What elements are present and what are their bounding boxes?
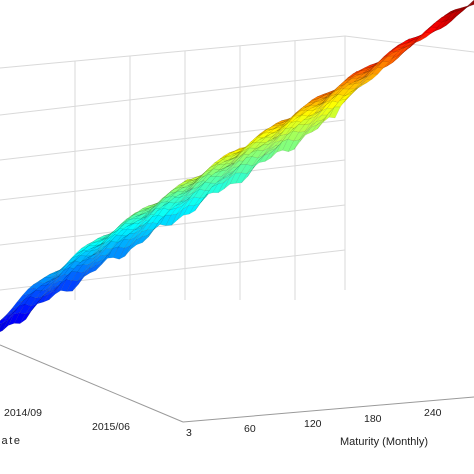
maturity-tick-120: 120 <box>304 418 322 430</box>
axes-grid <box>0 35 474 423</box>
maturity-axis-label: Maturity (Monthly) <box>340 436 428 448</box>
floor-edge <box>0 344 184 423</box>
maturity-tick-3: 3 <box>186 427 192 439</box>
grid-line <box>0 35 346 69</box>
maturity-tick-240: 240 <box>424 407 442 419</box>
surface-cell <box>450 7 462 12</box>
maturity-tick-180: 180 <box>364 413 382 425</box>
grid-line <box>0 74 346 116</box>
grid-line <box>0 159 346 201</box>
surface-mesh <box>0 0 474 333</box>
date-tick-2015-06: 2015/06 <box>92 421 130 433</box>
floor-edge <box>182 396 474 423</box>
date-axis-label: Date <box>0 435 20 447</box>
grid-line <box>0 204 346 246</box>
surface-cell <box>0 319 2 322</box>
surface-cell <box>468 1 474 7</box>
maturity-tick-60: 60 <box>244 423 256 435</box>
date-tick-2014-09: 2014/09 <box>4 407 42 419</box>
surface-cell <box>467 0 474 7</box>
